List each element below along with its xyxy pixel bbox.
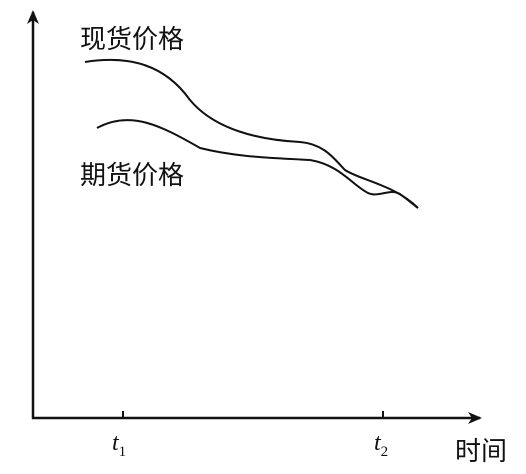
futures-price-curve: [96, 119, 419, 209]
t1-sub: 1: [119, 444, 127, 460]
t1-label: t1: [112, 430, 126, 460]
spot-label: 现货价格: [80, 25, 184, 55]
x-axis-label: 时间: [455, 437, 507, 467]
t2-main: t: [374, 430, 382, 456]
spot-price-curve: [84, 58, 419, 209]
t2-label: t2: [374, 430, 388, 460]
t1-main: t: [112, 430, 120, 456]
futures-label: 期货价格: [80, 161, 184, 191]
t2-sub: 2: [381, 444, 389, 460]
